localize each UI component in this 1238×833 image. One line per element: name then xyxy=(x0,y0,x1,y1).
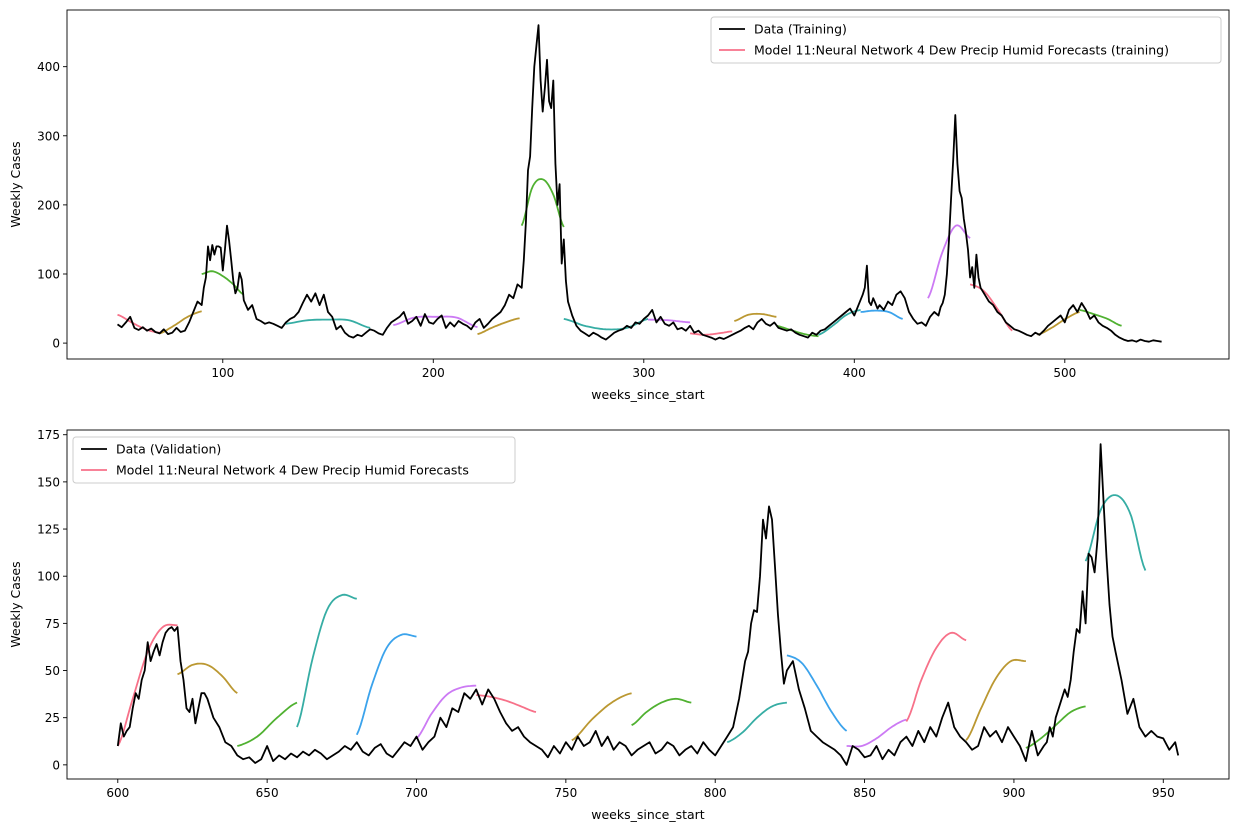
forecast-line-1 xyxy=(159,310,202,335)
x-tick-label: 850 xyxy=(853,786,876,800)
x-axis-label: weeks_since_start xyxy=(591,807,705,822)
x-tick-label: 800 xyxy=(704,786,727,800)
x-tick-label: 400 xyxy=(843,366,866,380)
legend-box xyxy=(710,16,1222,64)
legend: Data (Training) Model 11:Neural Network 4… xyxy=(710,16,1222,64)
forecast-line-8 xyxy=(631,697,692,726)
forecast-line-3 xyxy=(296,593,357,728)
y-axis-label: Weekly Cases xyxy=(8,141,23,227)
forecast-lines xyxy=(117,178,1122,338)
forecast-line-10 xyxy=(734,312,777,322)
x-tick-label: 300 xyxy=(632,366,655,380)
legend-label: Model 11:Neural Network 4 Dew Precip Hum… xyxy=(116,463,469,478)
x-tick-label: 750 xyxy=(554,786,577,800)
y-tick-label: 0 xyxy=(52,758,60,772)
y-axis-label: Weekly Cases xyxy=(8,561,23,647)
forecast-line-9 xyxy=(726,701,788,744)
plot-frame xyxy=(66,429,1230,780)
legend-label: Data (Validation) xyxy=(116,442,221,457)
forecast-line-1 xyxy=(177,662,238,694)
data-line xyxy=(116,443,1180,766)
x-tick-label: 500 xyxy=(1053,366,1076,380)
x-axis-label: weeks_since_start xyxy=(591,387,705,402)
x-tick-label: 700 xyxy=(405,786,428,800)
x-tick-label: 650 xyxy=(256,786,279,800)
legend-label: Data (Training) xyxy=(754,22,847,37)
forecast-line-3 xyxy=(285,318,371,329)
forecast-line-12 xyxy=(905,631,967,722)
x-tick-label: 950 xyxy=(1152,786,1175,800)
x-tick-label: 100 xyxy=(211,366,234,380)
legend: Data (Validation) Model 11:Neural Network… xyxy=(72,436,516,484)
plot-frame xyxy=(66,9,1230,360)
y-tick-label: 175 xyxy=(37,428,60,442)
y-tick-label: 400 xyxy=(37,60,60,74)
forecast-line-16 xyxy=(1037,311,1080,336)
forecast-line-7 xyxy=(571,692,632,742)
forecast-line-5 xyxy=(477,317,520,335)
forecast-line-14 xyxy=(1025,705,1086,749)
y-tick-label: 150 xyxy=(37,475,60,489)
forecast-line-10 xyxy=(786,654,848,732)
y-tick-label: 200 xyxy=(37,198,60,212)
forecast-line-11 xyxy=(776,324,819,338)
x-tick-label: 600 xyxy=(106,786,129,800)
training-chart: 100 200 300 400 500 0 100 200 300 400 weeks_since_… xyxy=(8,9,1230,402)
data-line xyxy=(117,24,1162,343)
forecast-line-0 xyxy=(116,623,178,747)
forecast-line-11 xyxy=(846,718,907,748)
forecast-line-13 xyxy=(860,309,903,320)
y-tick-label: 125 xyxy=(37,523,60,537)
forecast-line-15 xyxy=(1084,494,1147,571)
forecast-line-9 xyxy=(690,330,733,336)
y-tick-label: 0 xyxy=(52,337,60,351)
forecast-line-8 xyxy=(648,318,691,324)
validation-chart: 600 650 700 750 800 850 900 950 0 25 50 75 100 125 150… xyxy=(8,428,1230,822)
legend-box xyxy=(72,436,516,484)
y-tick-label: 50 xyxy=(45,664,60,678)
forecast-lines xyxy=(116,494,1147,749)
y-tick-label: 100 xyxy=(37,570,60,584)
forecast-line-13 xyxy=(965,658,1026,741)
y-tick-label: 100 xyxy=(37,267,60,281)
x-tick-label: 900 xyxy=(1002,786,1025,800)
forecast-line-5 xyxy=(415,684,477,740)
forecast-line-0 xyxy=(117,313,160,334)
forecast-line-15 xyxy=(969,283,1013,332)
forecast-line-12 xyxy=(818,309,861,336)
y-tick-label: 300 xyxy=(37,129,60,143)
forecast-line-2 xyxy=(237,701,298,747)
y-tick-label: 25 xyxy=(45,711,60,725)
legend-label: Model 11:Neural Network 4 Dew Precip Hum… xyxy=(754,43,1169,58)
x-tick-label: 200 xyxy=(422,366,445,380)
forecast-line-4 xyxy=(355,633,417,736)
y-tick-label: 75 xyxy=(45,617,60,631)
